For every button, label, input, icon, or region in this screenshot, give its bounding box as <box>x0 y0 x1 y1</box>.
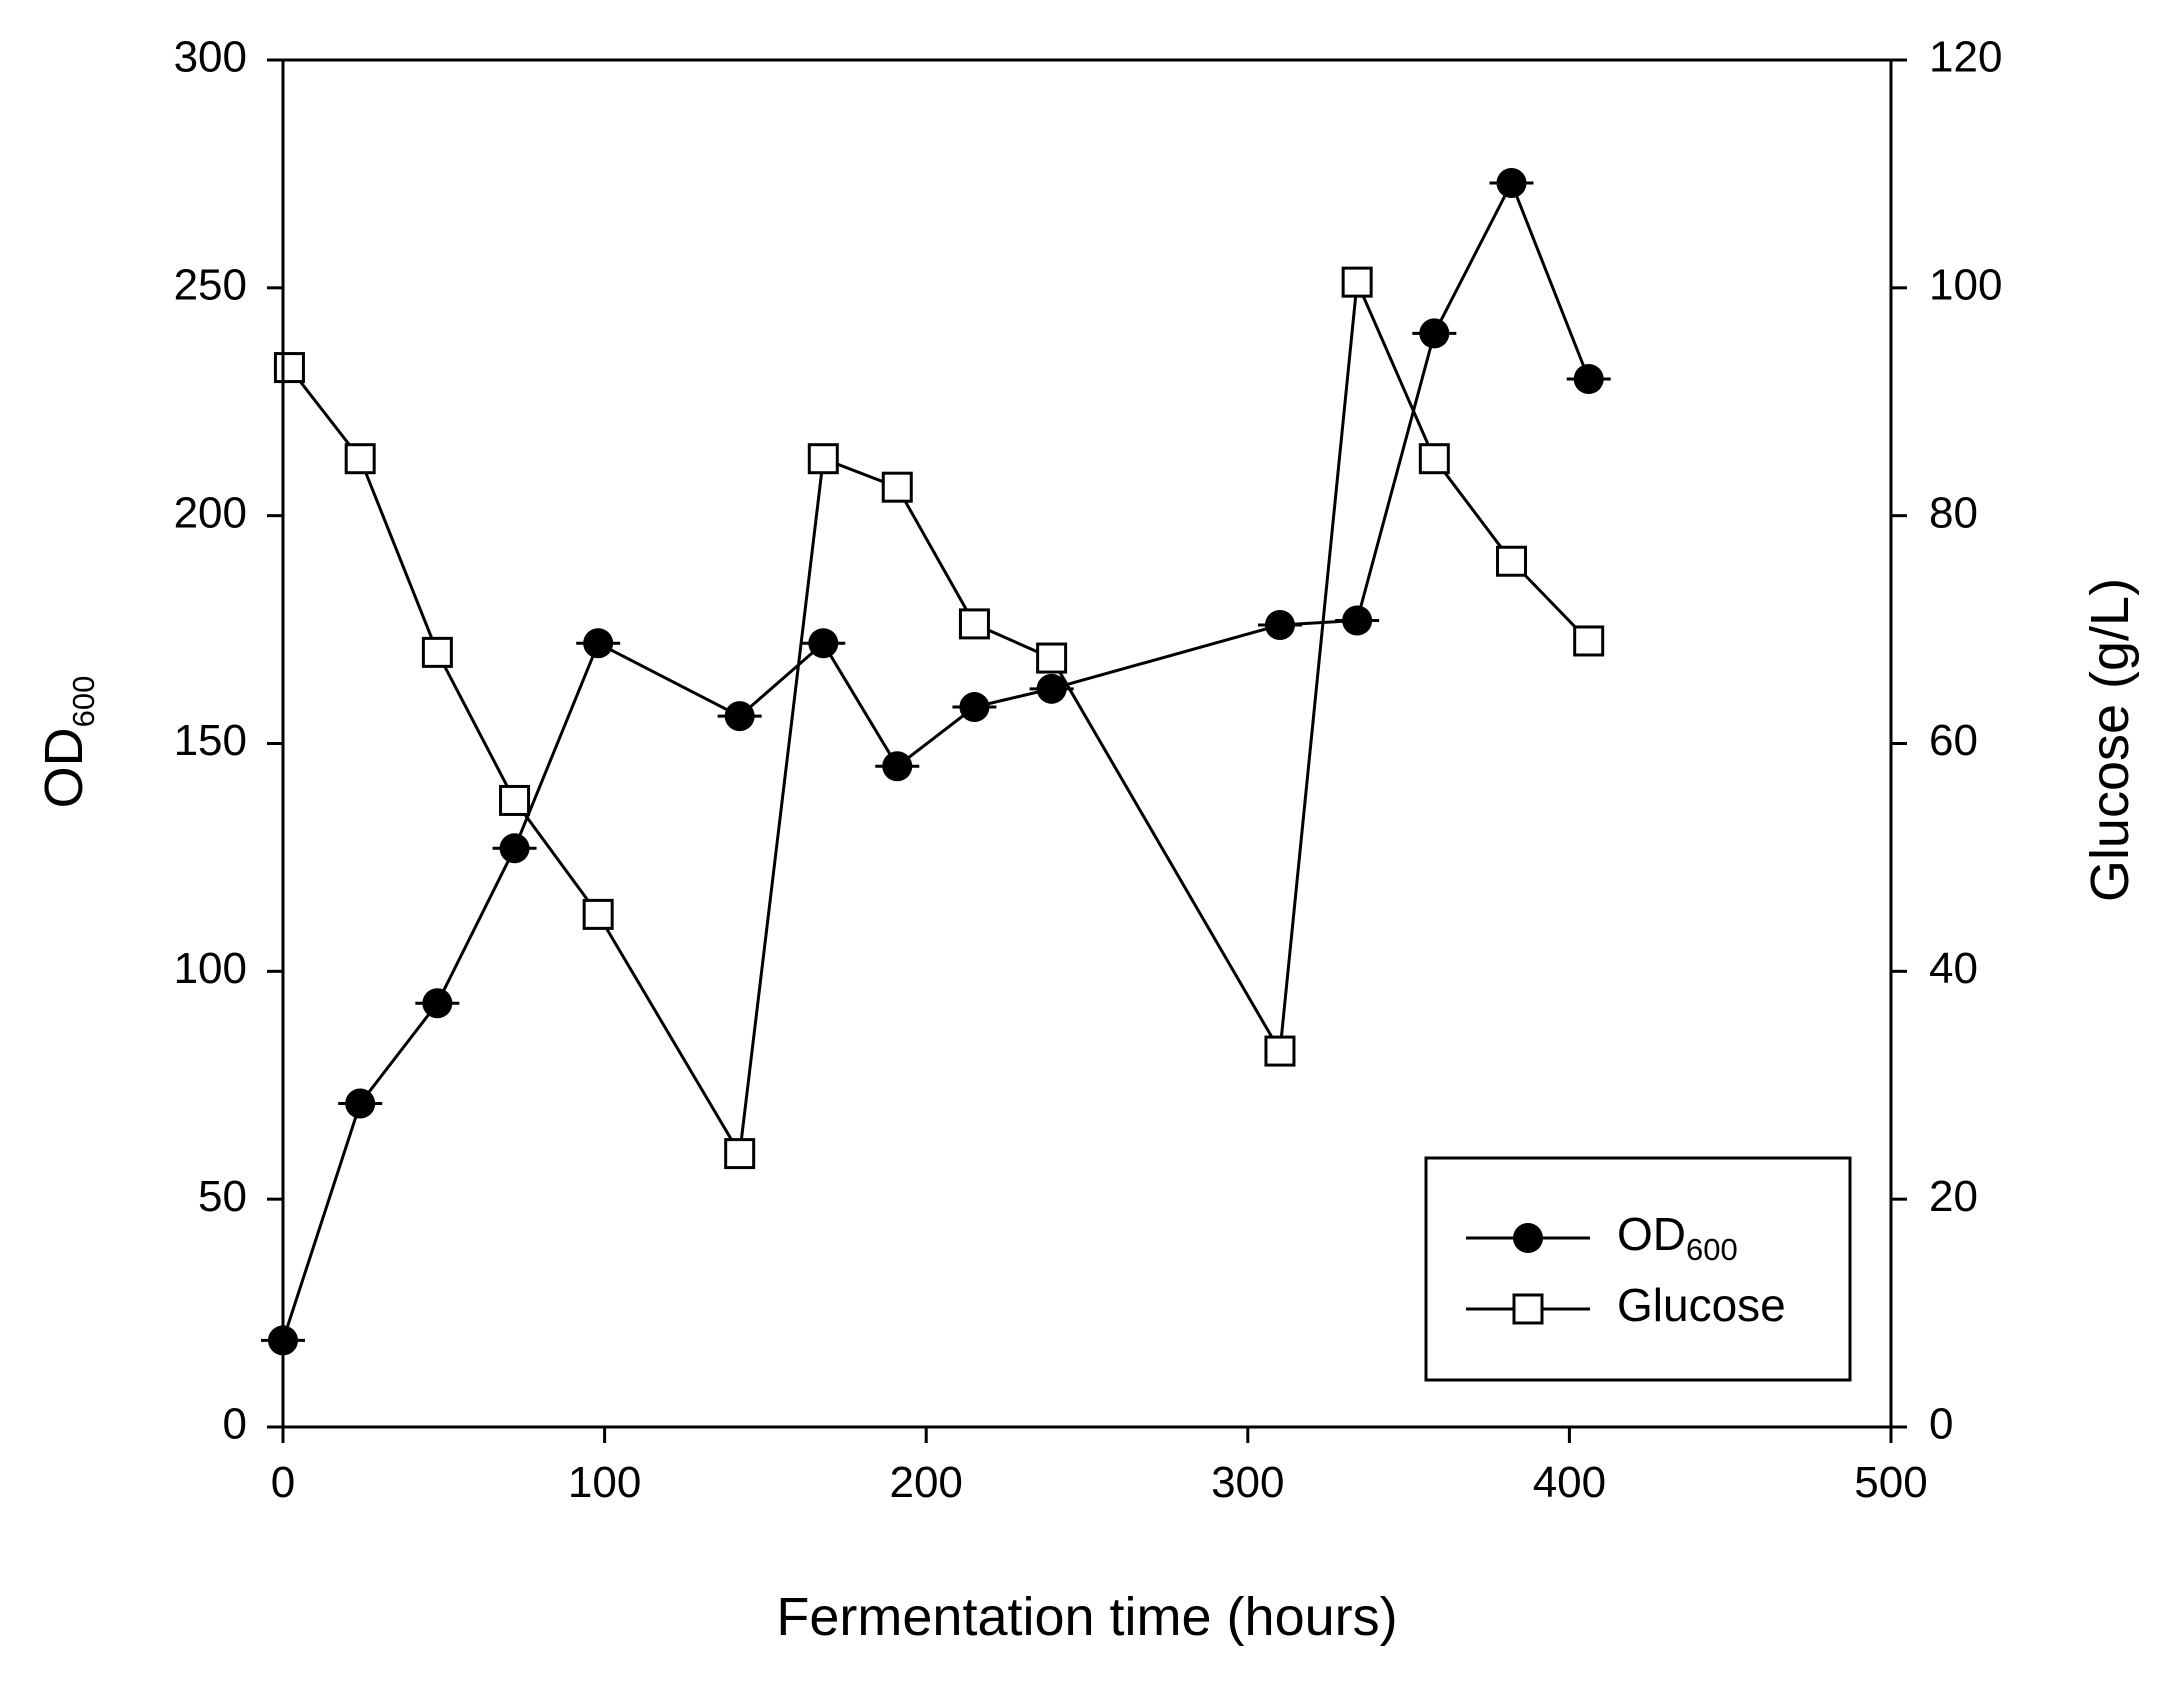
legend: OD600 Glucose <box>1424 1156 1852 1382</box>
legend-od-marker <box>1513 1223 1543 1253</box>
od600-point <box>1496 168 1527 199</box>
y-axis-title-group: OD600 <box>34 676 101 809</box>
y-tick-label: 100 <box>174 944 247 993</box>
legend-od-label: OD600 <box>1617 1208 1738 1267</box>
glucose-point <box>881 471 913 503</box>
od600-point <box>1573 363 1604 394</box>
y-tick-label: 50 <box>198 1172 247 1221</box>
od600-point <box>499 833 530 864</box>
y-tick-label: 300 <box>174 33 247 82</box>
od600-point <box>959 692 990 723</box>
y2-axis-title-group: Glucose (g/L) <box>2080 578 2140 902</box>
glucose-point <box>582 898 614 930</box>
plot-frame <box>281 58 1893 1429</box>
x-tick-label: 100 <box>568 1458 641 1507</box>
y-tick-label: 200 <box>174 488 247 537</box>
glucose-point <box>344 443 376 475</box>
y2-tick-label: 120 <box>1929 33 2002 82</box>
od600-series-line <box>281 179 1591 1341</box>
ticks-layer: 0 100 200 300 400 500050100150200250300020406… <box>174 33 2003 1507</box>
y-axis-title-main: OD <box>34 727 94 808</box>
od600-point <box>422 988 453 1019</box>
y-tick-label: 0 <box>223 1400 247 1449</box>
y2-axis-title: Glucose (g/L) <box>2080 578 2140 902</box>
y2-tick-label: 40 <box>1929 944 1978 993</box>
markers-layer <box>261 168 1611 1356</box>
y2-tick-label: 20 <box>1929 1172 1978 1221</box>
glucose-point <box>1573 625 1605 657</box>
x-tick-label: 400 <box>1533 1458 1606 1507</box>
glucose-point <box>724 1138 756 1170</box>
y-tick-label: 150 <box>174 716 247 765</box>
legend-glucose-label: Glucose <box>1617 1279 1786 1331</box>
y-tick-label: 250 <box>174 260 247 309</box>
glucose-point <box>1264 1035 1296 1067</box>
lines-layer <box>281 179 1591 1341</box>
od600-point <box>808 628 839 659</box>
glucose-point <box>1036 642 1068 674</box>
od600-point <box>583 628 614 659</box>
y-axis-title-subscript: 600 <box>66 676 101 728</box>
x-tick-label: 300 <box>1211 1458 1284 1507</box>
x-tick-label: 0 <box>271 1458 295 1507</box>
glucose-point <box>421 636 453 668</box>
glucose-point <box>1496 545 1528 577</box>
glucose-point <box>807 443 839 475</box>
glucose-series-line <box>288 276 1590 1159</box>
od600-point <box>1342 605 1373 636</box>
legend-od-label-subscript: 600 <box>1686 1232 1738 1267</box>
legend-glucose-marker <box>1512 1293 1544 1325</box>
glucose-point <box>273 352 305 384</box>
glucose-point <box>499 784 531 816</box>
glucose-point <box>1418 443 1450 475</box>
od600-point <box>724 701 755 732</box>
y2-tick-label: 0 <box>1929 1400 1953 1449</box>
x-tick-label: 500 <box>1854 1458 1927 1507</box>
x-axis-title: Fermentation time (hours) <box>776 1587 1397 1647</box>
od600-point <box>882 751 913 782</box>
od600-point <box>1419 318 1450 349</box>
y2-tick-label: 60 <box>1929 716 1978 765</box>
x-tick-label: 200 <box>889 1458 962 1507</box>
y-axis-title: OD600 <box>34 676 101 809</box>
legend-box <box>1424 1156 1852 1382</box>
glucose-point <box>1341 266 1373 298</box>
od600-point <box>1264 610 1295 641</box>
od600-point <box>345 1088 376 1119</box>
y2-tick-label: 100 <box>1929 260 2002 309</box>
od600-point <box>1036 673 1067 704</box>
glucose-point <box>958 608 990 640</box>
y2-tick-label: 80 <box>1929 488 1978 537</box>
legend-od-label-main: OD <box>1617 1208 1686 1260</box>
